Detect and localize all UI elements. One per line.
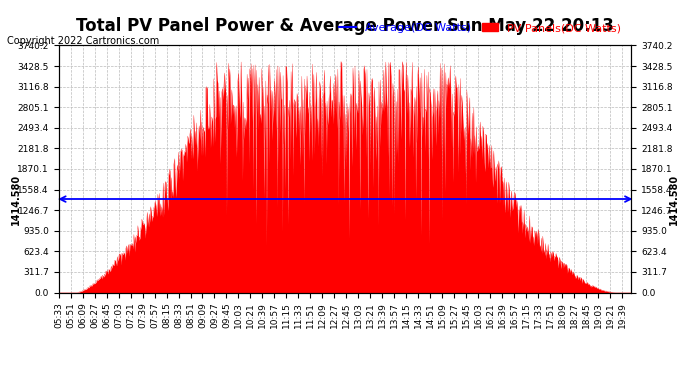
Text: Copyright 2022 Cartronics.com: Copyright 2022 Cartronics.com (7, 36, 159, 46)
Text: 1414.580: 1414.580 (11, 174, 21, 225)
Text: Total PV Panel Power & Average Power Sun May 22 20:13: Total PV Panel Power & Average Power Sun… (76, 17, 614, 35)
Legend: Average(DC Watts), PV Panels(DC Watts): Average(DC Watts), PV Panels(DC Watts) (335, 19, 626, 38)
Text: 1414.580: 1414.580 (669, 174, 679, 225)
